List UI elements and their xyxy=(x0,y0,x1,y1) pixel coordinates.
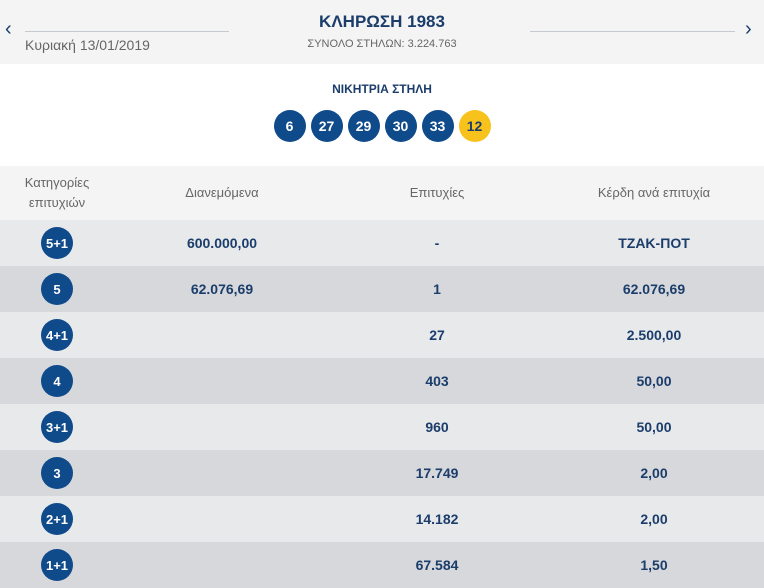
prize-cell: 50,00 xyxy=(636,373,672,389)
prize-cell: 62.076,69 xyxy=(622,281,686,297)
hits-cell: 960 xyxy=(425,419,449,435)
category-badge: 5 xyxy=(41,273,73,305)
category-cell: 4 xyxy=(17,358,97,404)
category-badge: 3+1 xyxy=(41,411,73,443)
divider xyxy=(25,31,229,32)
category-cell: 5 xyxy=(17,266,97,312)
number-ball: 6 xyxy=(273,110,306,142)
prize-cell: 2.500,00 xyxy=(626,327,682,343)
category-badge: 4+1 xyxy=(41,319,73,351)
winning-numbers: 6 27 29 30 33 12 xyxy=(0,110,764,142)
distributed-cell xyxy=(142,404,302,450)
distributed-cell xyxy=(142,312,302,358)
distributed-cell: 62.076,69 xyxy=(190,281,254,297)
distributed-cell xyxy=(142,496,302,542)
prize-cell: 2,00 xyxy=(640,465,668,481)
prize-cell: 1,50 xyxy=(640,557,668,573)
next-draw-chevron-right-icon[interactable]: › xyxy=(745,18,752,40)
category-badge: 2+1 xyxy=(41,503,73,535)
hits-cell: 27 xyxy=(429,327,445,343)
distributed-cell xyxy=(142,450,302,496)
hits-cell: 403 xyxy=(425,373,449,389)
winning-label: ΝΙΚΗΤΡΙΑ ΣΤΗΛΗ xyxy=(332,82,432,96)
category-cell: 1+1 xyxy=(17,542,97,588)
bonus-ball: 12 xyxy=(458,110,491,142)
prize-cell: 2,00 xyxy=(640,511,668,527)
distributed-cell: 600.000,00 xyxy=(186,235,258,251)
category-badge: 4 xyxy=(41,365,73,397)
hits-cell: 17.749 xyxy=(415,465,459,481)
draw-date: Κυριακή 13/01/2019 xyxy=(25,37,150,53)
number-ball: 27 xyxy=(310,110,343,142)
table-row: 4 403 50,00 xyxy=(0,358,764,404)
prev-draw-chevron-left-icon[interactable]: ‹ xyxy=(5,18,12,40)
hits-cell: 67.584 xyxy=(415,557,459,573)
header-prize: Κέρδη ανά επιτυχία xyxy=(597,185,711,200)
hits-cell: - xyxy=(434,235,440,251)
header-category: Κατηγορίες επιτυχιών xyxy=(24,175,90,210)
category-badge: 5+1 xyxy=(41,227,73,259)
distributed-cell xyxy=(142,358,302,404)
table-row: 5 62.076,69 1 62.076,69 xyxy=(0,266,764,312)
category-cell: 3 xyxy=(17,450,97,496)
hits-cell: 14.182 xyxy=(415,511,459,527)
header-distributed: Διανεμόμενα xyxy=(185,185,259,200)
table-row: 2+1 14.182 2,00 xyxy=(0,496,764,542)
category-badge: 1+1 xyxy=(41,549,73,581)
table-row: 1+1 67.584 1,50 xyxy=(0,542,764,588)
table-header: Κατηγορίες επιτυχιών Διανεμόμενα Επιτυχί… xyxy=(0,166,764,220)
prize-cell: ΤΖΑΚ-ΠΟΤ xyxy=(618,235,690,251)
total-columns: ΣΥΝΟΛΟ ΣΤΗΛΩΝ: 3.224.763 xyxy=(307,38,457,50)
number-ball: 30 xyxy=(384,110,417,142)
category-cell: 2+1 xyxy=(17,496,97,542)
hits-cell: 1 xyxy=(433,281,441,297)
number-ball: 29 xyxy=(347,110,380,142)
draw-header: ‹ › ΚΛΗΡΩΣΗ 1983 ΣΥΝΟΛΟ ΣΤΗΛΩΝ: 3.224.76… xyxy=(0,0,764,64)
category-cell: 5+1 xyxy=(17,220,97,266)
distributed-cell xyxy=(142,542,302,588)
table-row: 4+1 27 2.500,00 xyxy=(0,312,764,358)
table-row: 3+1 960 50,00 xyxy=(0,404,764,450)
number-ball: 33 xyxy=(421,110,454,142)
divider xyxy=(530,31,735,32)
header-hits: Επιτυχίες xyxy=(409,185,465,200)
category-cell: 4+1 xyxy=(17,312,97,358)
table-row: 5+1 600.000,00 - ΤΖΑΚ-ΠΟΤ xyxy=(0,220,764,266)
draw-title: ΚΛΗΡΩΣΗ 1983 xyxy=(319,12,445,31)
prize-cell: 50,00 xyxy=(636,419,672,435)
category-badge: 3 xyxy=(41,457,73,489)
table-row: 3 17.749 2,00 xyxy=(0,450,764,496)
category-cell: 3+1 xyxy=(17,404,97,450)
